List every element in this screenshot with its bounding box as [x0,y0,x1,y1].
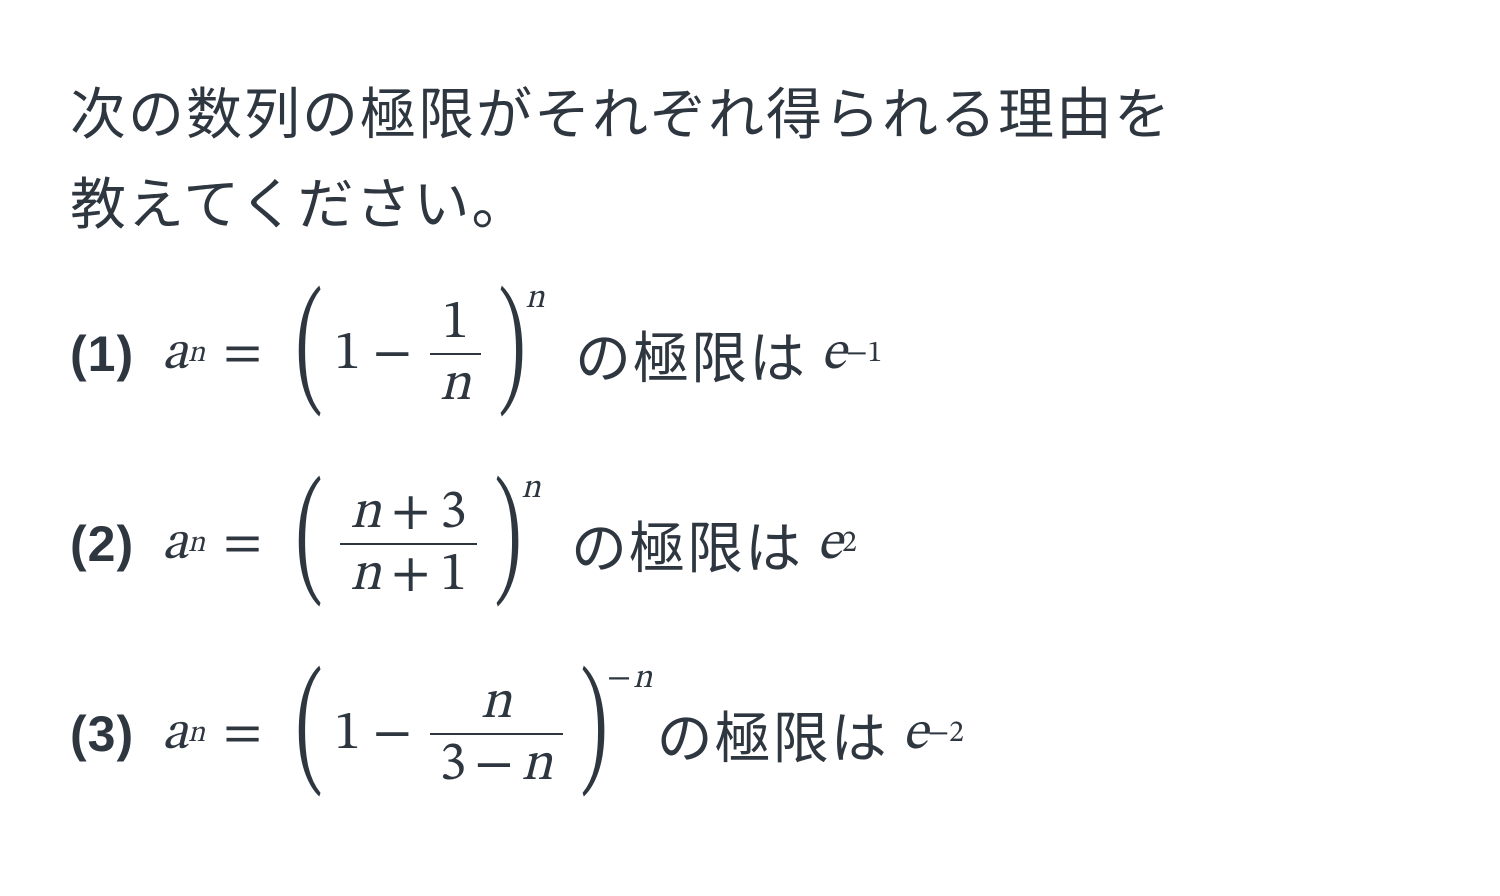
var-e: e [821,320,846,388]
paren-inner: 1 − 1 n [334,293,487,416]
left-paren: ( [295,299,323,409]
var-a: a [162,700,188,768]
right-paren: ) [494,489,522,599]
limit-label: の極限は [575,314,807,395]
var-e: e [903,700,928,768]
limit-exponent: −2 [928,716,964,753]
minus-sign: − [373,700,412,768]
fraction-denominator: n+1 [340,545,477,606]
fraction-denominator: n [430,355,481,416]
var-e: e [817,510,842,578]
paren-group: ( 1 − n 3−n ) −n [284,673,619,796]
fraction: n+3 n+1 [340,483,477,606]
problem-row: (1) an = ( 1 − 1 n ) n [70,279,1430,429]
left-paren: ( [295,489,323,599]
problem-number: (2) [70,515,134,573]
fraction-numerator: n [471,673,522,734]
paren-group: ( n+3 n+1 ) n [284,483,533,606]
paren-inner: 1 − n 3−n [334,673,568,796]
outer-exponent: n [525,277,544,319]
equals-sign: = [223,700,262,768]
problem-row: (3) an = ( 1 − n 3−n [70,659,1430,809]
equals-sign: = [223,320,262,388]
outer-exponent: n [521,467,540,509]
limit-label: の極限は [571,504,803,585]
digit-one: 1 [334,320,361,388]
problem-number: (1) [70,325,134,383]
digit-one: 1 [334,700,361,768]
var-a: a [162,320,188,388]
subscript-n: n [188,336,205,373]
limit-exponent: −1 [846,336,882,373]
limit-label: の極限は [657,694,889,775]
equals-sign: = [223,510,262,578]
subscript-n: n [188,526,205,563]
var-a: a [162,510,188,578]
intro-text: 次の数列の極限がそれぞれ得られる理由を 教えてください。 [70,70,1430,249]
problem-number: (3) [70,705,134,763]
fraction: n 3−n [430,673,563,796]
right-paren: ) [580,679,608,789]
fraction-numerator: n+3 [340,483,477,544]
paren-group: ( 1 − 1 n ) n [284,293,537,416]
intro-line-1: 次の数列の極限がそれぞれ得られる理由を [70,83,1172,146]
page: 次の数列の極限がそれぞれ得られる理由を 教えてください。 (1) an = ( … [0,0,1500,809]
problem-list: (1) an = ( 1 − 1 n ) n [70,279,1430,809]
limit-exponent: 2 [842,526,857,563]
subscript-n: n [188,716,205,753]
fraction: 1 n [430,293,481,416]
math-expression: an = ( n+3 n+1 [162,483,857,606]
math-expression: an = ( 1 − n 3−n [162,673,964,796]
math-expression: an = ( 1 − 1 n ) n の極 [162,293,882,416]
paren-inner: n+3 n+1 [334,483,483,606]
left-paren: ( [295,679,323,789]
right-paren: ) [498,299,526,409]
problem-row: (2) an = ( n+3 n+1 [70,469,1430,619]
fraction-numerator: 1 [432,293,479,354]
intro-line-2: 教えてください。 [70,173,530,236]
minus-sign: − [373,320,412,388]
outer-exponent: −n [607,657,652,699]
fraction-denominator: 3−n [430,735,563,796]
